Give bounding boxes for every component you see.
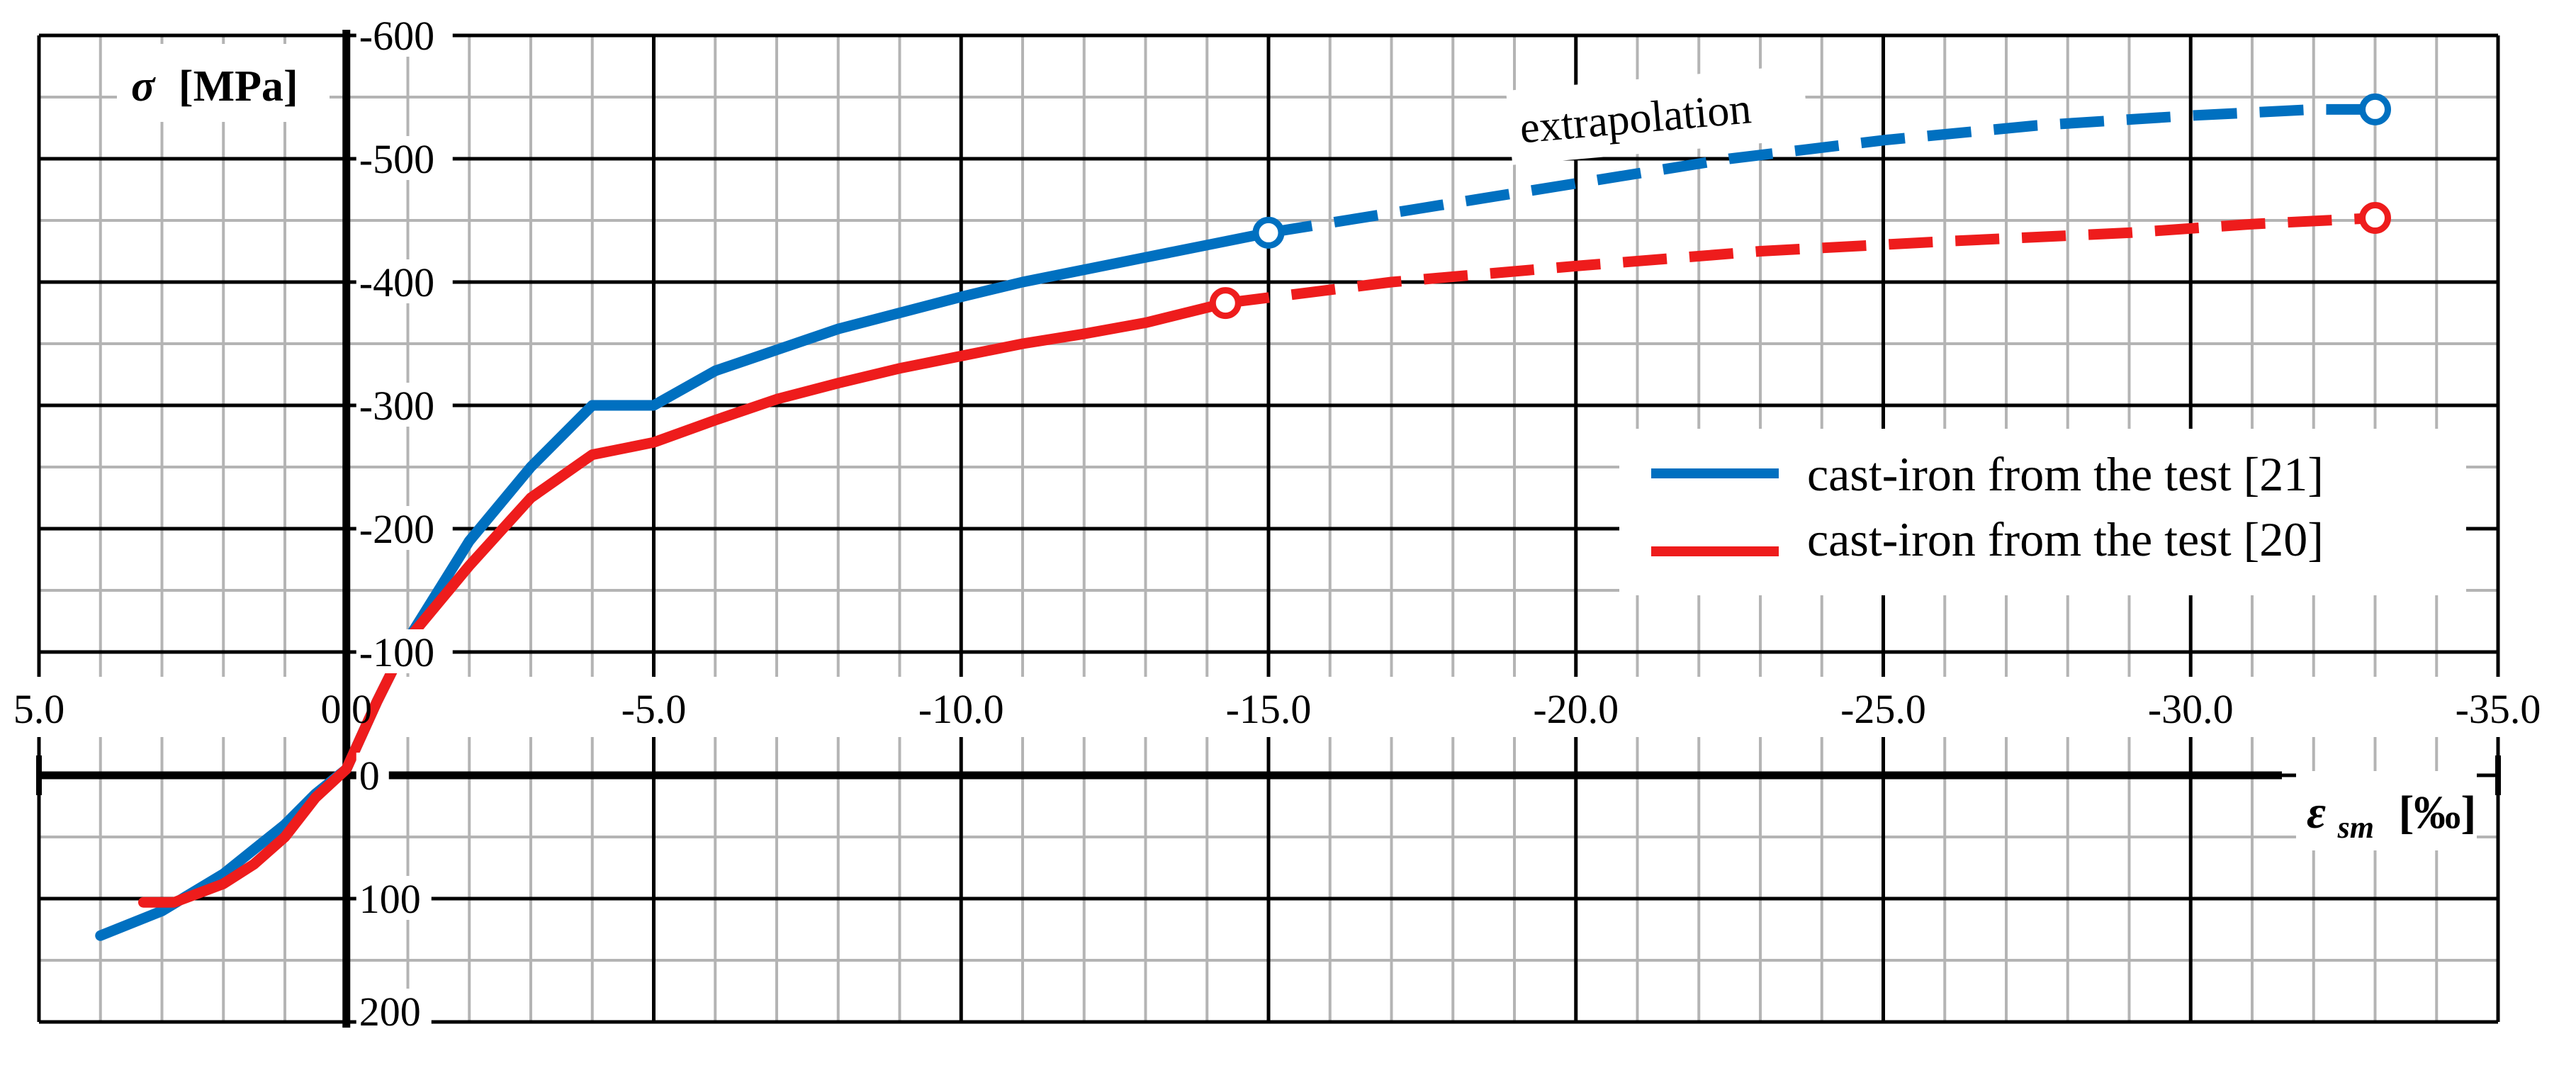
x-axis-unit: [‰] — [2398, 787, 2476, 838]
y-axis-unit: [MPa] — [179, 62, 298, 111]
y-tick-label: -400 — [359, 259, 434, 305]
series-extrapolation-0 — [1267, 103, 2375, 238]
x-axis-label: ε sm [‰] — [2307, 787, 2476, 848]
y-tick-label: -600 — [359, 13, 434, 59]
y-axis-label: σ [MPa] — [131, 62, 298, 111]
y-tick-label-bg — [356, 136, 453, 180]
y-tick-label: -300 — [359, 383, 434, 429]
legend-label-test-21: cast-iron from the test [21] — [1807, 447, 2324, 501]
x-tick-label: 0.0 — [321, 686, 373, 732]
series-marker-1-1 — [2359, 202, 2391, 235]
y-tick-label: -100 — [359, 629, 434, 675]
x-tick-label-band — [0, 677, 2576, 737]
y-tick-label-bg — [356, 13, 453, 57]
x-tick-label: -35.0 — [2456, 686, 2541, 732]
series-marker-0-0 — [1252, 216, 1285, 249]
x-tick-label: -15.0 — [1226, 686, 1312, 732]
y-tick-label: -200 — [359, 506, 434, 552]
x-axis-subscript: sm — [2337, 810, 2374, 845]
y-axis-symbol: σ — [131, 62, 156, 111]
series-extrapolation-1 — [1225, 213, 2375, 309]
legend: cast-iron from the test [21] cast-iron f… — [1619, 429, 2466, 595]
y-tick-label-bg — [356, 989, 432, 1033]
series-marker-0-1 — [2359, 93, 2391, 125]
y-tick-label: 200 — [359, 989, 421, 1035]
series-marker-1-0 — [1209, 287, 1242, 320]
x-tick-label: -5.0 — [621, 686, 687, 732]
x-tick-label: 5.0 — [13, 686, 65, 732]
data-series — [95, 93, 2391, 941]
axis-labels: σ [MPa] ε sm [‰] extrapolation — [117, 44, 2477, 850]
x-tick-label: -20.0 — [1533, 686, 1619, 732]
legend-box — [1619, 429, 2466, 595]
y-tick-label-bg — [356, 506, 453, 550]
legend-label-test-20: cast-iron from the test [20] — [1807, 512, 2324, 566]
x-tick-label: -30.0 — [2148, 686, 2234, 732]
y-tick-label: 0 — [359, 753, 380, 799]
y-tick-label-bg — [356, 629, 453, 673]
y-tick-label-bg — [356, 383, 453, 427]
x-tick-label: -25.0 — [1840, 686, 1926, 732]
y-tick-label-bg — [356, 876, 432, 920]
x-tick-label: -10.0 — [918, 686, 1004, 732]
series-line-1 — [137, 298, 1231, 908]
y-tick-label-bg — [356, 259, 453, 303]
y-tick-label-bg — [356, 753, 389, 797]
y-tick-label: 100 — [359, 876, 421, 922]
axes — [0, 30, 2576, 1028]
x-axis-symbol: ε — [2307, 787, 2326, 838]
y-tick-label: -500 — [359, 136, 434, 182]
series-line-0 — [95, 227, 1274, 941]
tick-labels: 5.0 0.0 -5.0 -10.0 -15.0 -20.0 -25.0 -30.0 -35.0… — [13, 13, 2541, 1035]
